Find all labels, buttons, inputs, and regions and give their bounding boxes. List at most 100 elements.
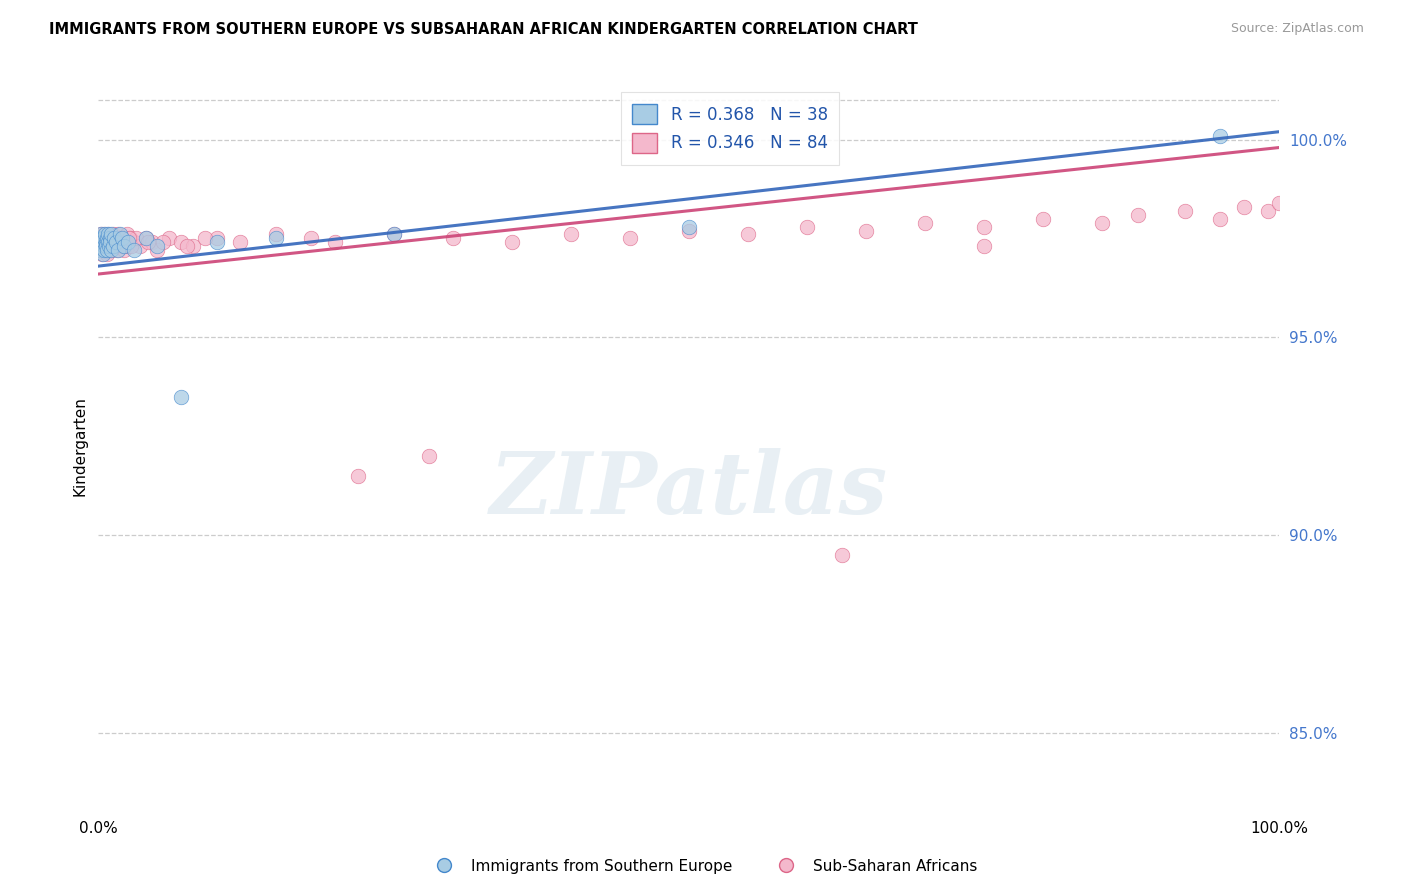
Point <box>100 244 122 258</box>
Point <box>111 231 134 245</box>
Point <box>110 231 132 245</box>
Point <box>93 239 115 253</box>
Point <box>94 235 117 250</box>
Point <box>1126 208 1149 222</box>
Point <box>105 235 128 250</box>
Legend: Immigrants from Southern Europe, Sub-Saharan Africans: Immigrants from Southern Europe, Sub-Sah… <box>422 853 984 880</box>
Point <box>737 227 759 242</box>
Point <box>796 219 818 234</box>
Point <box>117 235 139 250</box>
Point <box>97 235 120 250</box>
Point <box>105 244 128 258</box>
Point <box>111 235 134 250</box>
Point <box>100 235 122 250</box>
Point <box>91 239 114 253</box>
Point <box>125 231 148 245</box>
Point <box>264 231 287 245</box>
Point <box>118 231 141 245</box>
Point <box>98 244 121 258</box>
Point <box>108 227 131 242</box>
Point <box>90 227 112 242</box>
Point <box>89 244 111 258</box>
Point <box>122 235 145 250</box>
Point <box>264 227 287 242</box>
Point <box>323 235 346 250</box>
Point <box>170 235 193 250</box>
Point <box>91 247 114 261</box>
Point <box>973 219 995 234</box>
Point <box>112 239 135 253</box>
Point <box>90 227 112 242</box>
Point <box>152 235 174 250</box>
Point <box>98 231 121 245</box>
Point <box>94 244 117 258</box>
Point <box>1233 200 1256 214</box>
Point <box>97 235 120 250</box>
Point <box>501 235 523 250</box>
Point <box>157 231 180 245</box>
Point <box>94 227 117 242</box>
Point <box>100 227 122 242</box>
Text: ZIPatlas: ZIPatlas <box>489 448 889 532</box>
Point <box>112 244 135 258</box>
Point <box>107 244 129 258</box>
Point <box>347 468 370 483</box>
Point <box>93 244 115 258</box>
Point <box>103 239 125 253</box>
Point <box>1268 195 1291 210</box>
Point <box>205 235 228 250</box>
Point <box>855 223 877 237</box>
Text: Source: ZipAtlas.com: Source: ZipAtlas.com <box>1230 22 1364 36</box>
Point <box>107 227 129 242</box>
Point <box>104 231 127 245</box>
Point <box>97 235 120 250</box>
Point <box>418 449 440 463</box>
Point <box>112 239 135 253</box>
Point <box>97 227 120 242</box>
Point <box>194 231 217 245</box>
Point <box>91 231 114 245</box>
Point <box>93 244 115 258</box>
Point <box>135 231 157 245</box>
Point <box>96 231 118 245</box>
Point <box>831 548 853 562</box>
Point <box>101 227 124 242</box>
Point <box>121 239 143 253</box>
Point <box>382 227 405 242</box>
Point <box>96 244 118 258</box>
Point <box>560 227 582 242</box>
Point <box>1091 216 1114 230</box>
Point <box>973 239 995 253</box>
Point <box>170 390 193 404</box>
Point <box>100 244 122 258</box>
Point <box>94 239 117 253</box>
Point <box>91 247 114 261</box>
Point <box>91 235 114 250</box>
Point <box>87 239 110 253</box>
Point <box>89 231 111 245</box>
Point <box>914 216 936 230</box>
Point <box>89 244 111 258</box>
Point <box>93 227 115 242</box>
Point <box>120 231 142 245</box>
Point <box>105 235 128 250</box>
Point <box>105 235 128 250</box>
Point <box>619 231 641 245</box>
Point <box>1209 128 1232 143</box>
Point <box>441 231 464 245</box>
Point <box>122 244 145 258</box>
Point <box>115 227 138 242</box>
Point <box>89 231 111 245</box>
Point <box>678 219 700 234</box>
Point <box>101 231 124 245</box>
Point <box>229 235 252 250</box>
Point <box>176 239 198 253</box>
Point <box>678 223 700 237</box>
Point <box>1174 203 1197 218</box>
Point <box>1032 211 1054 226</box>
Point <box>135 231 157 245</box>
Point <box>108 239 131 253</box>
Point <box>136 235 159 250</box>
Point <box>141 235 163 250</box>
Point <box>146 239 169 253</box>
